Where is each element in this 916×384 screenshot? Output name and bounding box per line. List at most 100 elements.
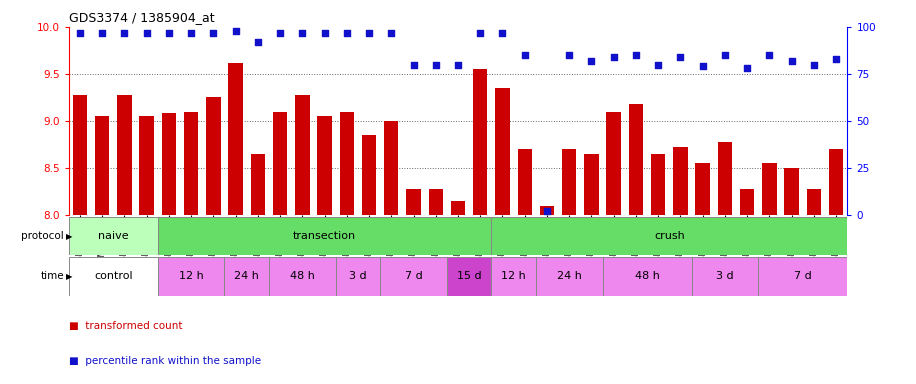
Text: 15 d: 15 d	[457, 271, 482, 281]
Point	[628, 52, 643, 58]
Text: 48 h: 48 h	[289, 271, 315, 281]
Point	[72, 30, 87, 36]
Text: 3 d: 3 d	[716, 271, 734, 281]
Point	[717, 52, 732, 58]
Bar	[447, 257, 491, 296]
Bar	[718, 142, 732, 215]
Bar	[228, 63, 243, 215]
Text: time: time	[40, 271, 64, 281]
Bar	[829, 149, 844, 215]
Text: ■  transformed count: ■ transformed count	[69, 321, 182, 331]
Text: 24 h: 24 h	[234, 271, 259, 281]
Bar	[380, 257, 447, 296]
Point	[250, 39, 265, 45]
Point	[429, 61, 443, 68]
Bar	[158, 257, 224, 296]
Text: 7 d: 7 d	[794, 271, 812, 281]
Point	[161, 30, 176, 36]
Point	[784, 58, 799, 64]
Bar	[72, 94, 87, 215]
Bar	[518, 149, 532, 215]
Bar	[340, 112, 354, 215]
Point	[829, 56, 844, 62]
Text: 3 d: 3 d	[349, 271, 366, 281]
Text: 12 h: 12 h	[501, 271, 526, 281]
Text: 7 d: 7 d	[405, 271, 422, 281]
Bar	[496, 88, 509, 215]
Bar	[628, 104, 643, 215]
Bar	[762, 163, 777, 215]
Bar	[69, 257, 158, 296]
Point	[273, 30, 288, 36]
Bar	[251, 154, 265, 215]
Bar	[269, 257, 335, 296]
Bar	[206, 98, 221, 215]
Bar	[362, 135, 376, 215]
Bar	[584, 154, 599, 215]
Bar	[224, 257, 269, 296]
Bar	[758, 257, 847, 296]
Point	[94, 30, 109, 36]
Bar	[692, 257, 758, 296]
Bar	[158, 217, 491, 255]
Bar	[695, 163, 710, 215]
Bar	[429, 189, 443, 215]
Bar	[95, 116, 109, 215]
Bar	[407, 189, 420, 215]
Point	[762, 52, 777, 58]
Point	[518, 52, 532, 58]
Bar	[273, 112, 288, 215]
Text: 48 h: 48 h	[635, 271, 660, 281]
Point	[540, 208, 554, 214]
Bar	[184, 112, 198, 215]
Bar	[673, 147, 688, 215]
Bar	[384, 121, 398, 215]
Point	[139, 30, 154, 36]
Bar	[451, 201, 465, 215]
Bar	[807, 189, 821, 215]
Point	[651, 61, 666, 68]
Text: protocol: protocol	[21, 231, 64, 241]
Point	[695, 63, 710, 70]
Text: 12 h: 12 h	[179, 271, 203, 281]
Point	[473, 30, 487, 36]
Bar	[473, 69, 487, 215]
Bar	[491, 257, 536, 296]
Bar	[740, 189, 755, 215]
Text: ■  percentile rank within the sample: ■ percentile rank within the sample	[69, 356, 261, 366]
Text: crush: crush	[654, 231, 684, 241]
Text: ▶: ▶	[66, 272, 72, 281]
Text: naive: naive	[98, 231, 128, 241]
Bar	[335, 257, 380, 296]
Bar	[295, 94, 310, 215]
Point	[184, 30, 199, 36]
Point	[206, 30, 221, 36]
Bar	[161, 113, 176, 215]
Point	[584, 58, 599, 64]
Point	[807, 61, 822, 68]
Bar	[69, 217, 158, 255]
Point	[384, 30, 398, 36]
Point	[295, 30, 310, 36]
Point	[340, 30, 354, 36]
Point	[117, 30, 132, 36]
Bar	[536, 257, 603, 296]
Text: transection: transection	[293, 231, 356, 241]
Text: GDS3374 / 1385904_at: GDS3374 / 1385904_at	[69, 11, 214, 24]
Bar	[317, 116, 332, 215]
Bar	[491, 217, 847, 255]
Point	[562, 52, 576, 58]
Point	[673, 54, 688, 60]
Bar	[651, 154, 665, 215]
Point	[606, 54, 621, 60]
Bar	[562, 149, 576, 215]
Point	[362, 30, 376, 36]
Bar	[540, 206, 554, 215]
Point	[740, 65, 755, 71]
Point	[317, 30, 332, 36]
Bar	[117, 94, 132, 215]
Point	[406, 61, 420, 68]
Bar	[606, 112, 621, 215]
Bar	[139, 116, 154, 215]
Point	[496, 30, 510, 36]
